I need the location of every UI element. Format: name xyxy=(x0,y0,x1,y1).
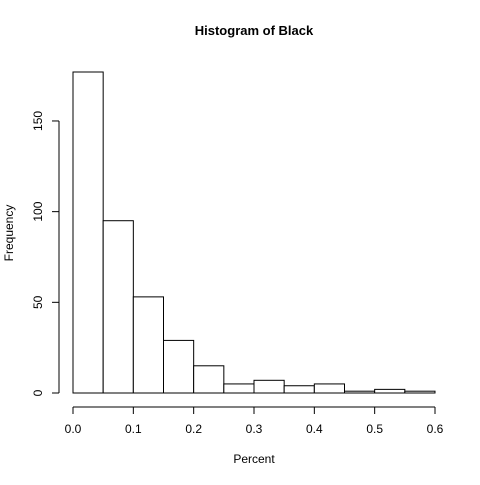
chart-title: Histogram of Black xyxy=(195,23,314,38)
x-axis: 0.0 0.1 0.2 0.3 0.4 0.5 0.6 xyxy=(65,406,444,436)
y-tick-label-4: 150 xyxy=(31,111,45,131)
x-tick-label-3: 0.2 xyxy=(185,422,202,436)
y-tick-label-1: 0 xyxy=(31,389,45,396)
histogram-bar-5 xyxy=(193,365,225,394)
histogram-bar-3 xyxy=(132,296,164,394)
y-tick-label-2: 50 xyxy=(31,295,45,309)
histogram-bar-2 xyxy=(102,220,134,394)
x-tick-label-6: 0.5 xyxy=(366,422,383,436)
histogram-bar-6 xyxy=(223,383,255,394)
y-axis-label: Frequency xyxy=(2,205,16,262)
x-tick-label-4: 0.3 xyxy=(246,422,263,436)
x-axis-label: Percent xyxy=(233,452,275,466)
bars-group xyxy=(72,71,436,394)
x-tick-label-5: 0.4 xyxy=(306,422,323,436)
x-tick-label-1: 0.0 xyxy=(65,422,82,436)
histogram-bar-10 xyxy=(344,390,376,394)
histogram-bar-7 xyxy=(253,379,285,394)
y-axis: 0 50 100 150 xyxy=(31,111,60,396)
histogram-bar-8 xyxy=(283,385,315,394)
x-tick-label-2: 0.1 xyxy=(125,422,142,436)
histogram-bar-12 xyxy=(404,390,436,394)
histogram-bar-9 xyxy=(313,383,346,394)
x-tick-label-7: 0.6 xyxy=(427,422,444,436)
y-tick-label-3: 100 xyxy=(31,201,45,221)
histogram-bar-1 xyxy=(72,71,104,394)
histogram-bar-4 xyxy=(163,339,195,394)
histogram-bar-11 xyxy=(374,388,406,394)
